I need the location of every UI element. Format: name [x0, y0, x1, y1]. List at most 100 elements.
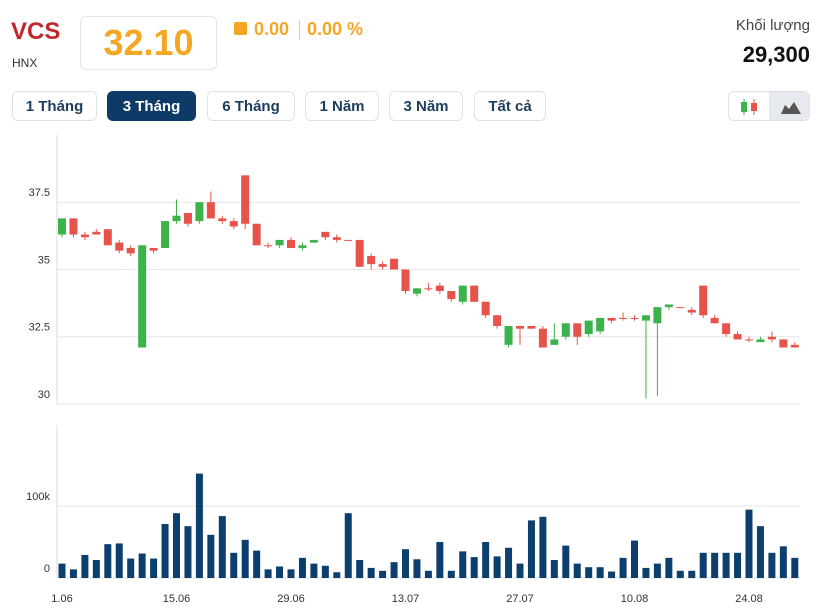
volume-bar: [207, 534, 215, 578]
x-tick-label: 10.08: [621, 593, 649, 605]
y-tick-label: 0: [44, 563, 50, 575]
volume-bar: [585, 567, 593, 578]
candle-icon[interactable]: [741, 99, 757, 115]
area-icon[interactable]: [781, 102, 801, 114]
candle-body: [664, 304, 673, 308]
volume-bar: [92, 560, 100, 578]
volume-bar: [264, 569, 272, 578]
change: 0.00: [254, 19, 290, 39]
volume-bar: [573, 563, 581, 578]
volume-bar: [619, 557, 627, 578]
volume-bar: [298, 557, 306, 578]
range-button[interactable]: Tất cả: [474, 91, 546, 121]
y-tick-label: 35: [38, 254, 50, 266]
candle-body: [183, 213, 192, 224]
candle-body: [252, 223, 261, 246]
candle-body: [58, 218, 66, 235]
candle-body: [779, 339, 788, 348]
volume-bar: [791, 557, 799, 578]
volume-bar: [104, 544, 112, 578]
volume-bar: [745, 509, 753, 578]
volume-bar: [115, 543, 123, 578]
volume-bar: [653, 563, 661, 578]
candle-body: [161, 221, 170, 248]
volume-bar: [276, 566, 284, 578]
volume-bar: [608, 571, 616, 578]
range-button[interactable]: 3 Tháng: [107, 91, 196, 121]
candle-body: [412, 288, 421, 294]
volume-bar: [127, 558, 135, 578]
candle-body: [298, 245, 307, 248]
volume-bar: [356, 560, 364, 578]
x-tick-label: 29.06: [277, 593, 305, 605]
candle-body: [481, 301, 490, 316]
candle-body: [458, 285, 467, 302]
candle-body: [756, 339, 765, 343]
x-tick-label: 15.06: [163, 593, 191, 605]
candle-body: [69, 218, 78, 235]
candle-body: [607, 317, 616, 321]
candle-body: [126, 247, 135, 254]
volume-bar: [699, 552, 707, 578]
candle-body: [309, 239, 318, 243]
volume-bar: [424, 570, 432, 578]
volume-bar: [390, 562, 398, 578]
volume-bar: [505, 547, 513, 578]
range-button[interactable]: 6 Tháng: [207, 91, 295, 121]
candle-body: [195, 202, 204, 222]
volume-bar: [321, 565, 329, 578]
volume-bar: [516, 563, 524, 578]
symbol: VCS: [11, 18, 61, 45]
candle-body: [745, 339, 753, 341]
toggle-active[interactable]: [769, 92, 810, 121]
volume-bar: [138, 553, 146, 578]
x-tick-label: 13.07: [392, 593, 420, 605]
volume-bar: [527, 520, 535, 578]
range-button[interactable]: 1 Năm: [305, 91, 379, 121]
volume-bar: [562, 545, 570, 578]
candle-body: [229, 221, 238, 227]
candle-body: [390, 258, 399, 270]
volume-bar: [665, 557, 673, 578]
volume-bar: [195, 473, 203, 578]
x-tick-label: 27.07: [506, 593, 534, 605]
volume-bar: [173, 513, 180, 578]
volume-bar: [150, 558, 158, 578]
candle-body: [596, 317, 605, 332]
volume-bar: [768, 552, 776, 578]
volume-bar: [287, 569, 295, 578]
volume: 29,300: [742, 42, 810, 67]
volume-bar: [230, 552, 238, 578]
exchange: HNX: [12, 56, 38, 70]
volume-bar: [218, 516, 226, 578]
volume-bar: [413, 559, 421, 578]
candle-body: [538, 328, 547, 348]
volume-bar: [402, 549, 409, 578]
candle-body: [275, 239, 284, 246]
candle-body: [367, 256, 376, 265]
candle-body: [435, 285, 444, 292]
candle-body: [355, 239, 364, 267]
volume-label: Khối lượng: [735, 17, 810, 34]
change-pct: 0.00 %: [307, 19, 364, 39]
candle-body: [424, 288, 433, 290]
range-button[interactable]: 1 Tháng: [12, 91, 97, 121]
candle-body: [493, 315, 502, 326]
volume-bar: [539, 516, 547, 578]
volume-bar: [367, 567, 375, 578]
candle-body: [80, 234, 89, 238]
candle-body: [504, 325, 513, 345]
candle-body: [344, 239, 353, 241]
volume-bar: [756, 526, 764, 578]
range-button[interactable]: 3 Năm: [389, 91, 463, 121]
candle-body: [641, 315, 650, 321]
candle-body: [332, 237, 341, 240]
volume-bar: [779, 546, 787, 578]
volume-bar: [470, 557, 478, 578]
candle-body: [676, 307, 685, 309]
divider: [299, 20, 300, 40]
candle-body: [550, 339, 559, 345]
volume-bar: [253, 550, 261, 578]
